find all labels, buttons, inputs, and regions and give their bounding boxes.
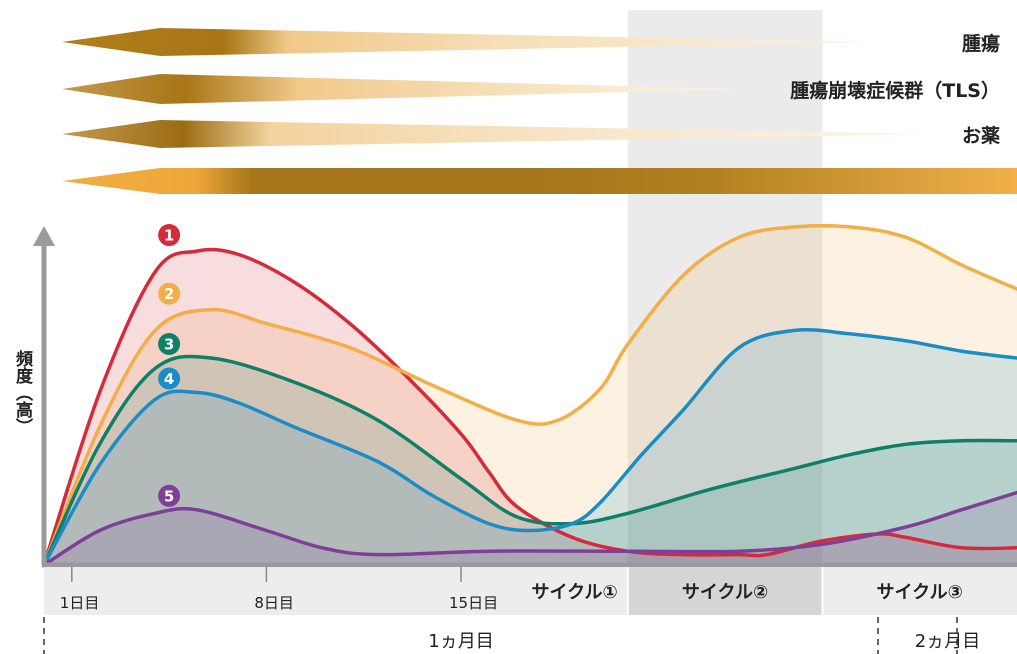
x-tick-label-0: 1日目 (60, 594, 100, 612)
series-1-line (42, 247, 1017, 567)
series-lines (42, 223, 1017, 567)
series-2-line (42, 223, 1017, 567)
series-5-area (44, 492, 1017, 565)
month-label-2: 2ヵ月目 (915, 631, 980, 652)
series-3-line (42, 354, 1017, 567)
wedge-labels: 腫瘍 腫瘍崩壊症候群（TLS） お薬 (790, 32, 1000, 147)
x-ticks: 1日目 8日目 15日目 (60, 567, 498, 612)
series-5-line (42, 490, 1017, 567)
series-3-area (44, 356, 1017, 565)
series-1-marker: 1 (158, 224, 181, 247)
series-5-marker-label: 5 (164, 487, 174, 505)
series-2-marker: 2 (158, 282, 181, 305)
month-timeline: 1ヵ月目 2ヵ月目 (43, 617, 980, 654)
series-2-marker-label: 2 (164, 285, 174, 303)
series-2-area (44, 225, 1017, 565)
series-5-marker: 5 (158, 484, 181, 507)
cycle-label-2: サイクル② (682, 582, 768, 603)
series-4-marker-label: 4 (164, 370, 174, 388)
axes (33, 226, 1017, 568)
wedge-label-tumor: 腫瘍 (962, 32, 1000, 55)
wedge-label-tls: 腫瘍崩壊症候群（TLS） (790, 79, 1000, 102)
cycle-bar: サイクル① サイクル② サイクル③ (44, 567, 1017, 615)
x-tick-label-1: 8日目 (254, 594, 294, 612)
wedge-tumor (62, 28, 870, 56)
month-label-1: 1ヵ月目 (428, 631, 493, 652)
series-4-marker-circle (158, 367, 181, 390)
cycle-label-1: サイクル① (531, 582, 617, 603)
wedge-drug (62, 120, 930, 148)
y-axis-arrow-icon (33, 226, 55, 246)
y-axis-label: 頻度（高） (12, 349, 34, 435)
series-4-marker: 4 (158, 367, 181, 390)
series-markers: 1 2 3 4 5 (158, 224, 181, 507)
cycle-bar-background (44, 567, 1017, 615)
cycle-2-highlight (627, 567, 823, 615)
series-3-marker-circle (158, 333, 181, 355)
series-4-line (42, 327, 1017, 567)
wedge-label-drug: お薬 (962, 124, 1000, 147)
series-3-marker: 3 (158, 333, 181, 355)
series-4-area (44, 329, 1017, 565)
wedge-row (62, 28, 1017, 194)
series-1-marker-label: 1 (164, 227, 174, 245)
series-5-marker-circle (158, 484, 181, 507)
x-tick-label-2: 15日目 (449, 594, 498, 612)
wedge-drug-duration (62, 168, 1017, 194)
series-3-marker-label: 3 (164, 336, 174, 354)
series-1-marker-circle (158, 224, 181, 247)
cycle-2-highlight-band (627, 10, 823, 606)
cycle-label-3: サイクル③ (877, 582, 963, 603)
series-2-marker-circle (158, 282, 181, 305)
wedge-tls (62, 74, 740, 104)
